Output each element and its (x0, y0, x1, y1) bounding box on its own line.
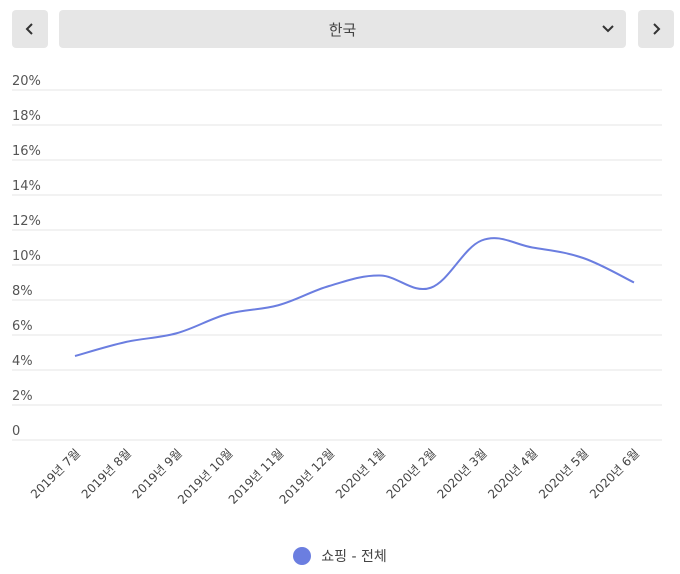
x-tick-label: 2020년 1월 (333, 446, 388, 501)
chevron-left-icon (25, 23, 33, 35)
x-tick-label: 2020년 4월 (485, 446, 540, 501)
x-tick-label: 2019년 9월 (130, 446, 185, 501)
previous-button[interactable] (12, 10, 48, 48)
y-tick-label: 20% (12, 74, 41, 89)
y-axis-ticks: 0 2% 4% 6% 8% 10% 12% 14% 16% 18% 20% (12, 74, 41, 439)
chart-legend: 쇼핑 - 전체 (0, 546, 680, 566)
y-tick-label: 6% (12, 319, 33, 334)
x-tick-label: 2020년 6월 (587, 446, 642, 501)
series-line (74, 237, 635, 357)
y-tick-label: 18% (12, 109, 41, 124)
chevron-right-icon (653, 23, 661, 35)
x-tick-label: 2020년 5월 (536, 446, 591, 501)
chevron-down-icon (602, 25, 614, 33)
x-tick-label: 2019년 12월 (277, 446, 338, 507)
y-tick-label: 8% (12, 284, 33, 299)
legend-swatch (293, 547, 312, 565)
chart-grid (12, 89, 662, 441)
region-select[interactable]: 한국 (59, 10, 626, 48)
chart-series (74, 237, 635, 357)
y-tick-label: 10% (12, 249, 41, 264)
x-tick-label: 2020년 2월 (384, 446, 439, 501)
x-tick-label: 2019년 7월 (28, 446, 83, 501)
y-tick-label: 14% (12, 179, 41, 194)
region-select-value: 한국 (328, 20, 357, 39)
x-tick-label: 2019년 8월 (79, 446, 134, 501)
x-tick-label: 2020년 3월 (434, 446, 489, 501)
y-tick-label: 0 (12, 424, 20, 439)
next-button[interactable] (638, 10, 674, 48)
legend-label: 쇼핑 - 전체 (321, 549, 387, 565)
y-tick-label: 12% (12, 214, 41, 229)
y-tick-label: 4% (12, 354, 33, 369)
y-tick-label: 2% (12, 389, 33, 404)
region-navigation: 한국 (12, 10, 674, 48)
line-chart: 02%4%6%8%10%12%14%16%18%20% 2019년 7월2019… (12, 74, 662, 507)
y-tick-label: 16% (12, 144, 41, 159)
